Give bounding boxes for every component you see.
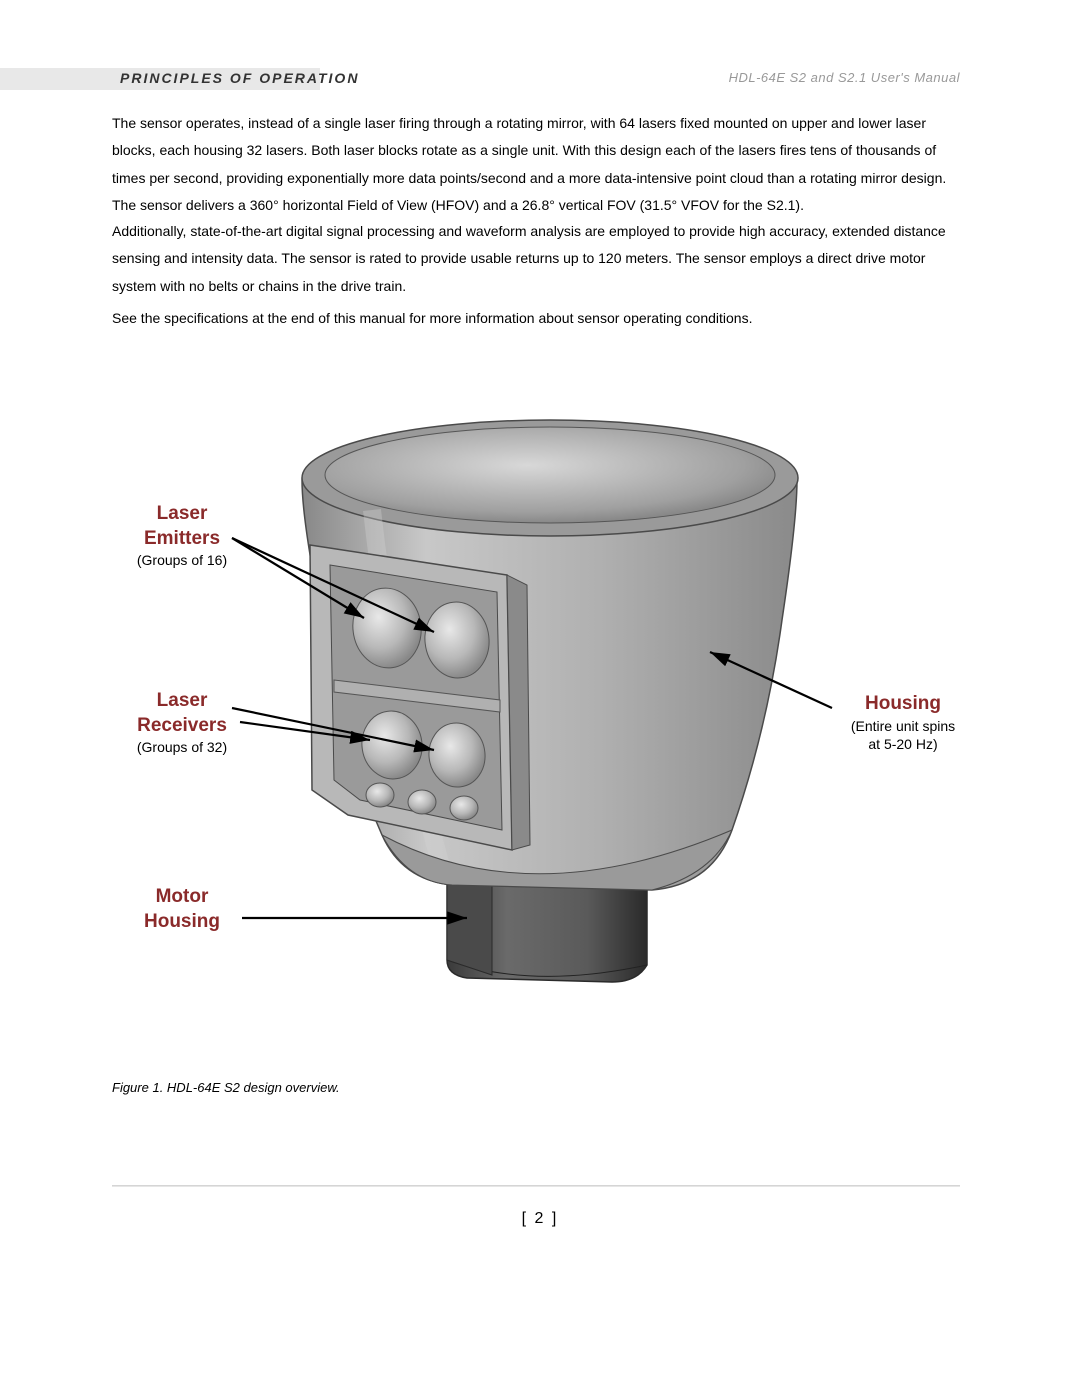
callout-housing-sub1: (Entire unit spins bbox=[838, 717, 968, 735]
callout-emitters: Laser Emitters (Groups of 16) bbox=[122, 502, 242, 570]
paragraph-2: Additionally, state-of-the-art digital s… bbox=[112, 218, 960, 300]
page-number: [ 2 ] bbox=[0, 1210, 1080, 1228]
callout-housing-title: Housing bbox=[838, 692, 968, 717]
callout-housing-sub2: at 5-20 Hz) bbox=[838, 735, 968, 753]
manual-title: HDL-64E S2 and S2.1 User's Manual bbox=[729, 70, 960, 85]
callout-emitters-sub: (Groups of 16) bbox=[122, 551, 242, 569]
callout-receivers: Laser Receivers (Groups of 32) bbox=[122, 689, 242, 757]
callout-receivers-title: Laser Receivers bbox=[122, 689, 242, 738]
paragraph-1: The sensor operates, instead of a single… bbox=[112, 110, 960, 219]
callout-receivers-sub: (Groups of 32) bbox=[122, 738, 242, 756]
figure-area: Laser Emitters (Groups of 16) Laser Rece… bbox=[112, 370, 968, 1050]
footer-rule bbox=[112, 1185, 960, 1187]
callout-emitters-title: Laser Emitters bbox=[122, 502, 242, 551]
callout-motor: Motor Housing bbox=[122, 885, 242, 934]
section-title: PRINCIPLES OF OPERATION bbox=[120, 70, 359, 86]
callout-motor-title: Motor Housing bbox=[122, 885, 242, 934]
figure-caption: Figure 1. HDL-64E S2 design overview. bbox=[112, 1080, 340, 1095]
callout-housing: Housing (Entire unit spins at 5-20 Hz) bbox=[838, 692, 968, 753]
paragraph-3: See the specifications at the end of thi… bbox=[112, 305, 960, 332]
